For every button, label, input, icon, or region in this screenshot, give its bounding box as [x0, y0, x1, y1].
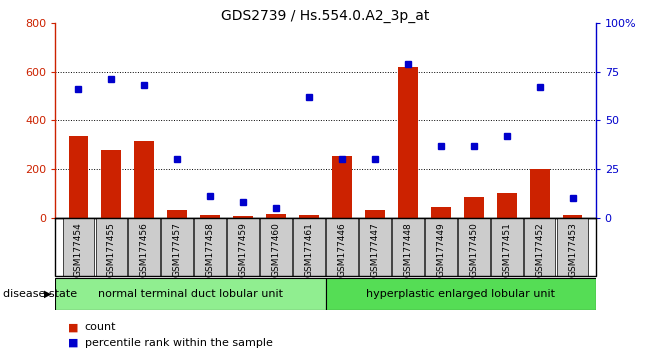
Bar — [128, 218, 160, 276]
Bar — [530, 169, 549, 218]
Text: GSM177450: GSM177450 — [469, 222, 478, 277]
Text: normal terminal duct lobular unit: normal terminal duct lobular unit — [98, 289, 283, 299]
Text: count: count — [85, 322, 116, 332]
Bar — [392, 218, 424, 276]
Bar — [464, 197, 484, 218]
Bar — [326, 218, 358, 276]
Bar — [195, 218, 226, 276]
Text: GSM177455: GSM177455 — [107, 222, 116, 277]
Text: GSM177449: GSM177449 — [436, 222, 445, 277]
Bar — [359, 218, 391, 276]
Bar — [524, 218, 555, 276]
Bar — [458, 218, 490, 276]
Text: GSM177460: GSM177460 — [271, 222, 281, 277]
Bar — [557, 218, 589, 276]
Text: GDS2739 / Hs.554.0.A2_3p_at: GDS2739 / Hs.554.0.A2_3p_at — [221, 9, 430, 23]
Bar — [293, 218, 325, 276]
Text: GSM177459: GSM177459 — [239, 222, 247, 277]
Text: hyperplastic enlarged lobular unit: hyperplastic enlarged lobular unit — [366, 289, 555, 299]
Text: GSM177447: GSM177447 — [370, 222, 380, 277]
Text: ▶: ▶ — [44, 289, 51, 299]
Bar — [491, 218, 523, 276]
Text: GSM177451: GSM177451 — [502, 222, 511, 277]
Bar — [102, 149, 121, 218]
Text: GSM177457: GSM177457 — [173, 222, 182, 277]
Bar — [425, 218, 456, 276]
Text: disease state: disease state — [3, 289, 77, 299]
Bar — [96, 218, 127, 276]
Bar — [260, 218, 292, 276]
Bar — [201, 215, 220, 218]
Text: GSM177453: GSM177453 — [568, 222, 577, 277]
Bar — [299, 215, 319, 218]
Bar — [167, 210, 187, 218]
Bar — [365, 210, 385, 218]
Bar — [326, 278, 596, 310]
Bar — [227, 218, 259, 276]
Bar — [431, 207, 450, 218]
Text: GSM177461: GSM177461 — [305, 222, 314, 277]
Text: GSM177458: GSM177458 — [206, 222, 215, 277]
Text: percentile rank within the sample: percentile rank within the sample — [85, 338, 273, 348]
Bar — [398, 67, 418, 218]
Bar — [332, 156, 352, 218]
Text: ■: ■ — [68, 338, 79, 348]
Bar — [68, 136, 89, 218]
Text: GSM177446: GSM177446 — [337, 222, 346, 277]
Text: GSM177456: GSM177456 — [140, 222, 149, 277]
Bar — [562, 215, 583, 218]
Text: ■: ■ — [68, 322, 79, 332]
Bar — [62, 218, 94, 276]
Text: GSM177452: GSM177452 — [535, 222, 544, 277]
Bar — [134, 141, 154, 218]
Text: GSM177454: GSM177454 — [74, 222, 83, 277]
Bar — [233, 217, 253, 218]
Bar — [497, 193, 517, 218]
Bar — [161, 218, 193, 276]
Text: GSM177448: GSM177448 — [404, 222, 412, 277]
Bar — [55, 278, 325, 310]
Bar — [266, 214, 286, 218]
